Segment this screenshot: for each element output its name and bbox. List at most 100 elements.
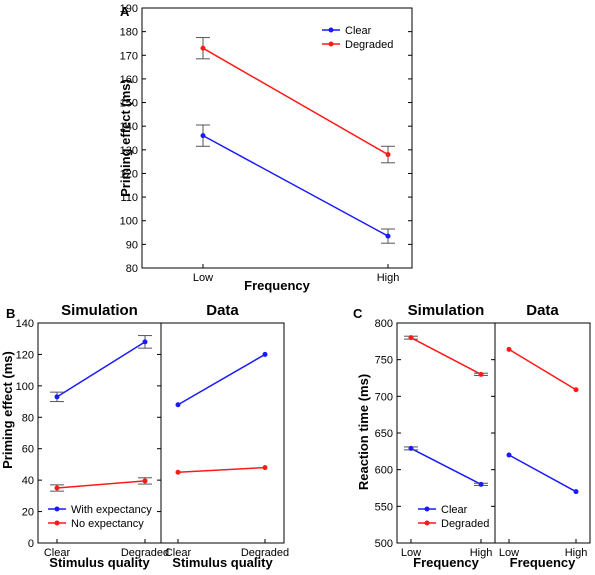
- data-point: [200, 45, 206, 51]
- plot-frame-b-data: [160, 322, 285, 544]
- data-point: [385, 152, 391, 158]
- data-point: [478, 481, 484, 487]
- data-point: [175, 402, 181, 408]
- y-tick-label: 140: [16, 318, 34, 330]
- legend-label: Degraded: [345, 39, 393, 51]
- panel-letter-b: B: [6, 306, 15, 321]
- data-point: [262, 465, 268, 471]
- x-tick-label: Degraded: [121, 547, 169, 559]
- data-point: [408, 445, 414, 451]
- y-tick-label: 140: [120, 121, 138, 133]
- data-point: [573, 387, 579, 393]
- y-tick-label: 60: [22, 444, 34, 456]
- y-tick-label: 120: [16, 349, 34, 361]
- x-tick-label: Degraded: [241, 547, 289, 559]
- data-point: [478, 371, 484, 377]
- series-line: [177, 353, 266, 406]
- x-tick-label: Low: [193, 272, 213, 284]
- y-tick-label: 110: [120, 192, 138, 204]
- panel-letter-a: A: [120, 4, 130, 19]
- y-tick-label: 550: [375, 501, 393, 513]
- series-line: [56, 341, 146, 398]
- y-axis-title: Reaction time (ms): [356, 374, 371, 490]
- y-tick-label: 750: [375, 355, 393, 367]
- y-tick-label: 160: [120, 74, 138, 86]
- data-point: [142, 478, 148, 484]
- y-tick-label: 90: [126, 239, 138, 251]
- plot-frame-a: [141, 7, 413, 269]
- series-line: [202, 134, 389, 237]
- legend-label: Clear: [441, 504, 468, 516]
- chart-b-simulation: 0 20 40 60 80 100 120 140 Clear DegradedStimulus …: [0, 302, 169, 570]
- data-point: [142, 339, 148, 345]
- legend-marker: [424, 506, 430, 512]
- x-tick-label: Clear: [165, 547, 192, 559]
- data-point: [200, 133, 206, 139]
- x-axis-title: Frequency: [244, 278, 311, 293]
- plot-frame-c-data: [494, 322, 591, 544]
- x-axis-title: Frequency: [413, 555, 480, 570]
- x-axis-title: Stimulus quality: [49, 555, 150, 570]
- y-tick-label: 40: [22, 475, 34, 487]
- legend-label: No expectancy: [71, 518, 144, 530]
- x-tick-label: Low: [499, 547, 519, 559]
- data-point: [175, 469, 181, 475]
- series-line: [56, 480, 146, 489]
- y-tick-label: 700: [375, 391, 393, 403]
- series-line: [410, 447, 482, 486]
- y-tick-label: 190: [120, 3, 138, 15]
- y-tick-label: 100: [16, 381, 34, 393]
- series-line: [410, 337, 482, 375]
- panel-letter-c: C: [353, 306, 363, 321]
- data-point: [54, 394, 60, 400]
- y-tick-label: 100: [120, 216, 138, 228]
- series-line: [202, 47, 389, 156]
- charts-layer: 80 90 100 110 120 130 140 150 160 170 180 190 Low Hig…: [0, 3, 591, 570]
- x-axis-title: Frequency: [510, 555, 577, 570]
- legend-label: Degraded: [441, 518, 489, 530]
- x-tick-label: Clear: [44, 547, 71, 559]
- legend-marker: [328, 41, 334, 47]
- y-tick-label: 20: [22, 507, 34, 519]
- y-tick-label: 650: [375, 428, 393, 440]
- legend-marker: [328, 27, 334, 33]
- panel-title: Data: [206, 302, 239, 319]
- legend-marker: [54, 520, 60, 526]
- series-line: [177, 466, 266, 474]
- y-axis-title: Priming effect (ms): [118, 79, 133, 197]
- series-line: [508, 348, 577, 391]
- data-point: [573, 489, 579, 495]
- x-tick-label: High: [470, 547, 493, 559]
- series-line: [508, 454, 577, 493]
- x-tick-label: High: [565, 547, 588, 559]
- y-tick-label: 120: [120, 168, 138, 180]
- legend-label: With expectancy: [71, 504, 152, 516]
- x-axis-title: Stimulus quality: [172, 555, 273, 570]
- data-point: [54, 485, 60, 491]
- y-tick-label: 80: [126, 263, 138, 275]
- data-point: [385, 233, 391, 239]
- legend-label: Clear: [345, 25, 372, 37]
- panel-title: Simulation: [408, 302, 485, 319]
- y-tick-label: 180: [120, 27, 138, 39]
- y-tick-label: 150: [120, 98, 138, 110]
- y-tick-label: 600: [375, 465, 393, 477]
- legend-marker: [54, 506, 60, 512]
- y-axis-title: Priming effect (ms): [0, 351, 15, 469]
- chart-a: 80 90 100 110 120 130 140 150 160 170 180 190 Low Hig…: [118, 3, 413, 293]
- y-tick-label: 0: [28, 538, 34, 550]
- y-tick-label: 130: [120, 145, 138, 157]
- y-tick-label: 80: [22, 412, 34, 424]
- y-tick-label: 170: [120, 50, 138, 62]
- panel-title: Data: [526, 302, 559, 319]
- data-point: [506, 346, 512, 352]
- data-point: [506, 452, 512, 458]
- data-point: [408, 335, 414, 341]
- y-tick-label: 800: [375, 318, 393, 330]
- panel-title: Simulation: [61, 302, 138, 319]
- x-tick-label: Low: [401, 547, 421, 559]
